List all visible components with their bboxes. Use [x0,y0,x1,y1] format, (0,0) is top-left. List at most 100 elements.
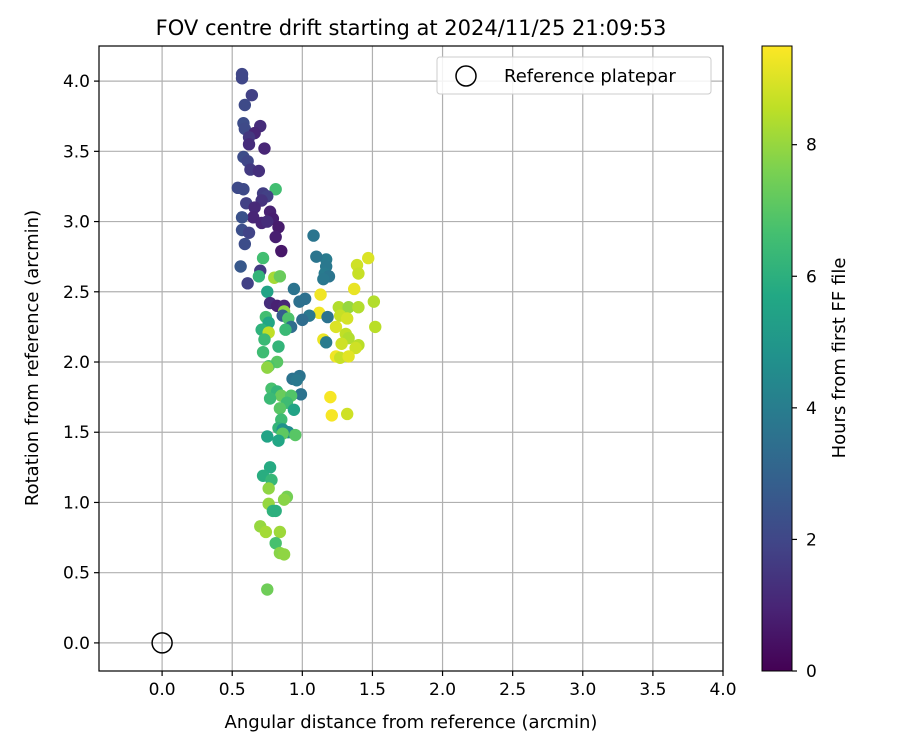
data-point [259,525,273,539]
legend: Reference platepar [436,56,712,95]
x-tick-label: 2.0 [429,680,456,700]
x-tick-label: 1.0 [289,680,316,700]
data-point [269,504,282,518]
legend-entry-reference: Reference platepar [504,66,676,87]
data-point [237,183,250,196]
x-tick-label: 1.5 [359,680,386,700]
data-point [235,72,249,85]
colorbar-ticks: 0 2 4 6 8 [792,136,817,682]
y-tick-label: 2.5 [63,283,90,303]
x-axis-label: Angular distance from reference (arcmin) [225,712,598,733]
y-axis-label: Rotation from reference (arcmin) [22,210,43,506]
data-point [352,301,365,314]
data-point [307,229,320,242]
data-point [352,267,365,280]
x-tick-label: 0.0 [149,680,176,700]
plot-frame [98,45,724,672]
data-point [319,336,333,349]
data-point [263,461,277,474]
y-tick-label: 1.5 [63,423,90,443]
data-point [261,215,274,228]
data-point [329,320,343,334]
data-point [289,428,302,442]
data-point [262,482,275,495]
data-point [261,361,274,374]
grid [99,46,724,671]
data-point [235,211,249,224]
data-point [362,251,375,265]
data-point [272,434,285,447]
y-axis-ticks: 0.0 0.5 1.0 1.5 2.0 2.5 3.0 3.5 4.0 [63,72,99,654]
data-point [340,312,354,325]
colorbar-tick-label: 2 [806,530,817,550]
data-point [296,313,309,327]
data-point [234,260,247,273]
data-point [294,388,308,401]
data-point [279,323,292,336]
data-point [242,138,256,151]
x-axis-ticks: 0.0 0.5 1.0 1.5 2.0 2.5 3.0 3.5 4.0 [149,671,737,700]
data-point [238,237,252,251]
data-point [269,536,282,550]
data-point [293,295,306,308]
y-tick-label: 0.0 [63,634,90,654]
data-point [369,320,382,334]
data-point [263,392,277,405]
x-tick-label: 4.0 [709,680,736,700]
reference-marker-layer [151,632,173,654]
data-point [317,272,330,286]
data-point [287,282,301,296]
data-point [273,525,287,539]
colorbar-tick-label: 6 [806,267,817,287]
data-point [258,333,271,346]
data-point [245,88,259,102]
legend-marker-reference [455,65,477,87]
x-tick-label: 3.0 [569,680,596,700]
chart-title: FOV centre drift starting at 2024/11/25 … [156,16,667,40]
data-point [321,310,334,324]
data-point [335,337,348,350]
data-point [269,230,282,244]
colorbar-tick-label: 8 [806,136,817,156]
x-tick-label: 0.5 [219,680,246,700]
data-point [252,270,266,283]
y-tick-label: 3.0 [63,213,90,233]
data-point [273,402,287,415]
data-point [272,220,285,234]
data-point [290,374,303,387]
data-point [256,251,270,265]
x-tick-label: 2.5 [499,680,526,700]
data-point [342,350,355,363]
data-points [231,67,382,596]
data-point [325,409,338,422]
data-point [256,345,270,359]
data-point [277,493,291,506]
data-point [261,583,274,596]
data-point [252,164,266,178]
colorbar-tick-label: 0 [806,662,817,682]
data-point [314,288,327,301]
data-point [275,244,288,258]
data-point [367,295,381,308]
data-point [248,201,261,214]
data-point [258,142,271,155]
y-tick-label: 3.5 [63,142,90,162]
colorbar [761,45,793,672]
data-point [242,226,256,239]
colorbar-label: Hours from first FF file [829,258,850,459]
data-point [310,250,323,263]
data-point [340,407,354,421]
y-tick-label: 2.0 [63,353,90,373]
data-point [342,301,355,314]
data-point [269,183,282,196]
data-point [261,430,274,443]
data-point [238,98,252,112]
y-tick-label: 4.0 [63,72,90,92]
data-point [348,282,361,296]
legend-box [436,56,712,95]
x-tick-label: 3.5 [639,680,666,700]
data-point [273,270,287,283]
data-point [324,390,337,404]
data-point [277,548,291,561]
